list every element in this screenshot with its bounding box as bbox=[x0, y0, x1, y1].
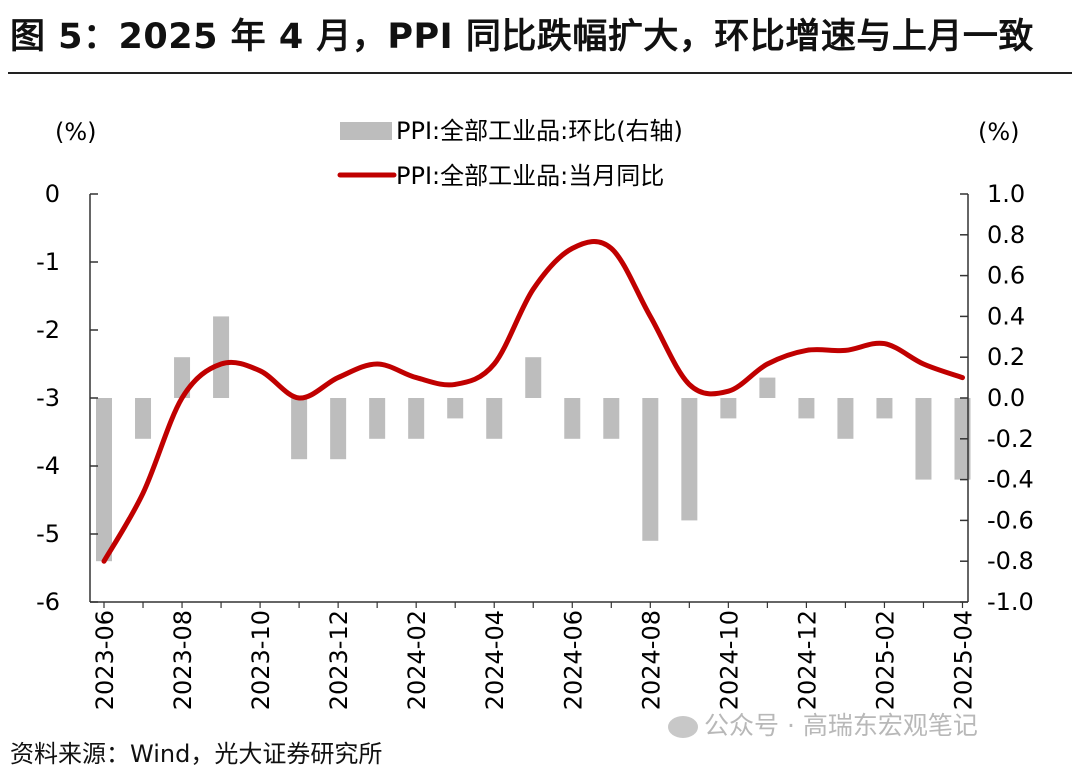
x-tick-label: 2024-08 bbox=[637, 610, 665, 710]
legend-swatch-bar bbox=[340, 122, 392, 140]
bar bbox=[135, 398, 152, 439]
bar bbox=[213, 316, 230, 398]
bar bbox=[408, 398, 425, 439]
bar-series bbox=[96, 316, 971, 562]
right-tick-label: 0.8 bbox=[987, 221, 1025, 249]
bar bbox=[798, 398, 815, 419]
right-tick-label: 1.0 bbox=[987, 180, 1025, 208]
series-line bbox=[101, 239, 965, 564]
left-tick-label: -6 bbox=[36, 588, 60, 616]
bar bbox=[876, 398, 893, 419]
bar bbox=[564, 398, 581, 439]
line-series bbox=[101, 239, 965, 564]
bar bbox=[720, 398, 737, 419]
right-tick-label: -0.8 bbox=[987, 547, 1034, 575]
watermark: 公众号 · 高瑞东宏观笔记 bbox=[668, 706, 978, 742]
x-tick-label: 2025-04 bbox=[949, 610, 977, 710]
bar bbox=[96, 398, 112, 562]
wechat-icon bbox=[668, 716, 698, 738]
x-tick-label: 2023-06 bbox=[91, 610, 119, 710]
bar bbox=[759, 377, 776, 398]
left-tick-label: -3 bbox=[36, 384, 60, 412]
right-tick-label: 0.0 bbox=[987, 384, 1025, 412]
bar bbox=[681, 398, 698, 521]
x-tick-label: 2023-10 bbox=[247, 610, 275, 710]
right-tick-label: 0.2 bbox=[987, 343, 1025, 371]
bar bbox=[447, 398, 464, 419]
left-tick-label: -5 bbox=[36, 520, 60, 548]
x-tick-label: 2023-08 bbox=[169, 610, 197, 710]
right-tick-label: -0.6 bbox=[987, 506, 1034, 534]
left-tick-label: -1 bbox=[36, 248, 60, 276]
bar bbox=[291, 398, 308, 460]
x-tick-label: 2024-02 bbox=[403, 610, 431, 710]
bar bbox=[837, 398, 854, 439]
x-tick-label: 2024-04 bbox=[481, 610, 509, 710]
x-tick-label: 2023-12 bbox=[325, 610, 353, 710]
legend: PPI:全部工业品:环比(右轴) PPI:全部工业品:当月同比 bbox=[337, 117, 683, 190]
left-tick-label: -2 bbox=[36, 316, 60, 344]
right-tick-label: 0.6 bbox=[987, 262, 1025, 290]
bar bbox=[915, 398, 932, 480]
bar bbox=[486, 398, 503, 439]
bar bbox=[642, 398, 659, 541]
bar bbox=[525, 357, 542, 398]
axes: 0 -1 -2 -3 -4 -5 -6 1.0 0.8 0.6 0.4 0.2 0.0 -0.2 -0.4 -… bbox=[36, 180, 1034, 710]
right-tick-label: -0.2 bbox=[987, 425, 1034, 453]
right-tick-label: -0.4 bbox=[987, 466, 1034, 494]
x-tick-label: 2024-06 bbox=[559, 610, 587, 710]
x-tick-label: 2024-10 bbox=[715, 610, 743, 710]
left-tick-label: 0 bbox=[45, 180, 60, 208]
legend-label-bar: PPI:全部工业品:环比(右轴) bbox=[396, 117, 683, 145]
right-tick-label: -1.0 bbox=[987, 588, 1034, 616]
left-axis-unit: (%) bbox=[55, 118, 97, 146]
bar bbox=[330, 398, 347, 460]
legend-label-line: PPI:全部工业品:当月同比 bbox=[396, 162, 664, 190]
right-axis-unit: (%) bbox=[978, 118, 1020, 146]
x-tick-label: 2024-12 bbox=[793, 610, 821, 710]
bar bbox=[369, 398, 386, 439]
chart-title: 图 5：2025 年 4 月，PPI 同比跌幅扩大，环比增速与上月一致 bbox=[10, 17, 1034, 57]
right-tick-label: 0.4 bbox=[987, 302, 1025, 330]
source-note: 资料来源：Wind，光大证券研究所 bbox=[10, 740, 383, 768]
bar bbox=[603, 398, 620, 439]
title-divider bbox=[8, 72, 1072, 74]
left-tick-label: -4 bbox=[36, 452, 60, 480]
watermark-text: 公众号 · 高瑞东宏观笔记 bbox=[704, 711, 978, 740]
x-tick-label: 2025-02 bbox=[871, 610, 899, 710]
